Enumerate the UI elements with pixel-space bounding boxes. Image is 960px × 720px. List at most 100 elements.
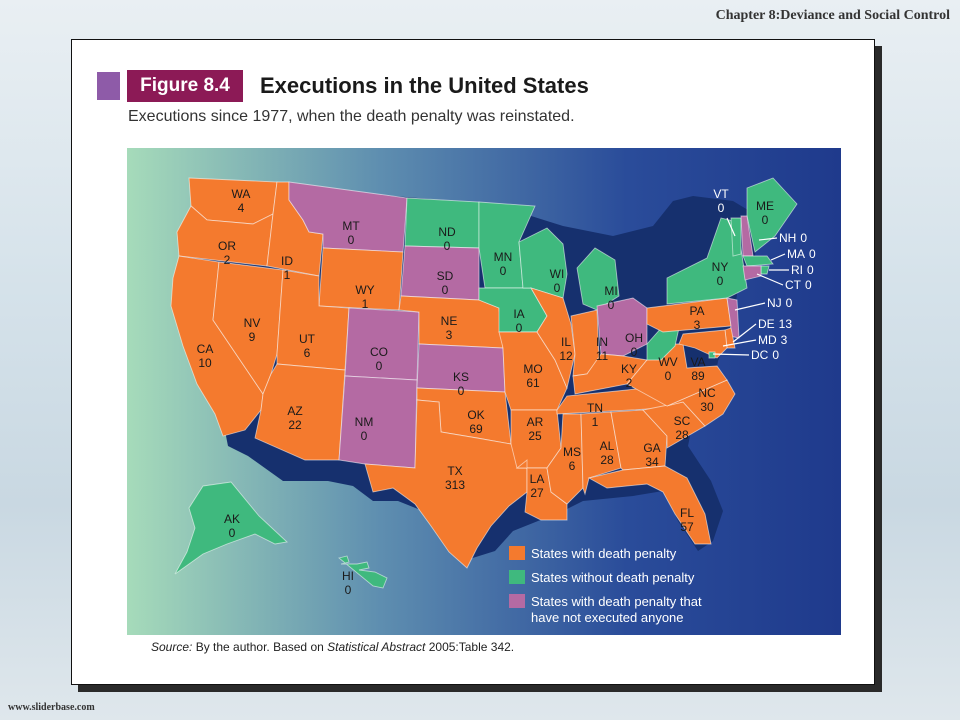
leader-lines [712,217,789,356]
state-executions-ar: 25 [528,429,542,443]
state-executions-ct: 0 [805,278,812,292]
state-executions-co: 0 [376,359,383,373]
state-executions-ca: 10 [198,356,212,370]
state-ny [666,217,748,305]
state-label-ct: CT 0 [785,278,812,292]
source-text-1: By the author. Based on [192,640,328,654]
state-executions-ms: 6 [569,459,576,473]
state-dc [708,351,716,359]
state-label-mi: MI0 [604,284,617,312]
state-label-dc: DC 0 [751,348,779,362]
state-executions-wv: 0 [665,369,672,383]
state-label-ky: KY2 [621,362,637,390]
state-abbr-la: LA [530,472,545,486]
footer-url: www.sliderbase.com [8,702,95,713]
state-abbr-mi: MI [604,284,617,298]
source-italic: Statistical Abstract [327,640,426,654]
legend-item-death-penalty: States with death penalty [509,546,677,561]
svg-text:DC0: DC 0 [751,348,779,362]
state-label-ne: NE3 [441,314,458,342]
state-label-ak: AK0 [224,512,240,540]
state-abbr-ga: GA [643,441,660,455]
state-abbr-wy: WY [355,283,374,297]
figure-title: Executions in the United States [260,73,589,98]
leader-line-ct [756,273,784,286]
state-abbr-id: ID [281,254,293,268]
state-abbr-sd: SD [437,269,454,283]
state-executions-la: 27 [530,486,544,500]
state-abbr-pa: PA [689,304,704,318]
state-abbr-ct: CT [785,278,802,292]
state-executions-id: 1 [284,268,291,282]
state-labels: WA4OR2CA10ID1NV9MT0WY1UT6AZ22CO0NM0ND0SD… [197,187,816,597]
svg-text:NH0: NH 0 [779,231,807,245]
state-label-ks: KS0 [453,370,469,398]
state-abbr-nm: NM [355,415,374,429]
figure-card: Figure 8.4 Executions in the United Stat… [71,39,875,685]
state-label-de: DE 13 [758,317,792,331]
state-label-id: ID1 [281,254,293,282]
state-executions-hi: 0 [345,583,352,597]
legend-item-no-death-penalty: States without death penalty [509,570,695,585]
svg-text:RI0: RI 0 [791,263,814,277]
us-executions-map: WA 4 OR 2 CA 10 ID 1 NV 9 MT 0 WY 1 UT 6 AZ 22 CO 0 NM 0 ND 0 SD… [127,148,841,635]
state-executions-tn: 1 [592,415,599,429]
state-hi [338,555,388,589]
state-executions-fl: 57 [680,520,694,534]
state-label-oh: OH0 [625,331,643,359]
state-abbr-ma: MA [787,247,805,261]
state-executions-ne: 3 [446,328,453,342]
state-ma [742,255,774,267]
legend-label-no-executions: States with death penalty that [531,594,702,609]
map-legend: States with death penalty States without … [509,546,702,625]
state-label-md: MD 3 [758,333,788,347]
state-abbr-ky: KY [621,362,637,376]
state-abbr-az: AZ [287,404,302,418]
state-tx [364,399,528,569]
state-abbr-mn: MN [494,250,513,264]
state-label-me: ME0 [756,199,774,227]
legend-label-death-penalty: States with death penalty [531,546,677,561]
legend-label-no-death-penalty: States without death penalty [531,570,695,585]
state-abbr-co: CO [370,345,388,359]
state-label-tn: TN1 [587,401,603,429]
state-label-ny: NY0 [712,260,729,288]
state-abbr-wa: WA [232,187,251,201]
state-abbr-me: ME [756,199,774,213]
state-abbr-ks: KS [453,370,469,384]
state-abbr-ia: IA [513,307,524,321]
state-label-mt: MT0 [342,219,360,247]
state-executions-vt: 0 [718,201,725,215]
state-label-ms: MS6 [563,445,581,473]
state-abbr-il: IL [561,335,571,349]
state-executions-nc: 30 [700,400,714,414]
state-abbr-sc: SC [674,414,691,428]
svg-text:MA0: MA 0 [787,247,816,261]
state-label-ia: IA0 [513,307,524,335]
state-executions-or: 2 [224,253,231,267]
state-executions-wy: 1 [362,297,369,311]
figure-accent-block [97,72,120,100]
state-label-nm: NM0 [355,415,374,443]
state-label-wy: WY1 [355,283,374,311]
leader-line-vt [726,217,736,237]
state-abbr-de: DE [758,317,775,331]
leader-line-ma [770,253,786,261]
state-abbr-mo: MO [523,362,542,376]
state-executions-ga: 34 [645,455,659,469]
state-executions-mi: 0 [608,298,615,312]
state-label-nd: ND0 [438,225,456,253]
state-label-ri: RI 0 [791,263,814,277]
state-executions-ny: 0 [717,274,724,288]
state-abbr-tx: TX [447,464,462,478]
source-label: Source: [151,640,193,654]
svg-text:MD3: MD 3 [758,333,788,347]
